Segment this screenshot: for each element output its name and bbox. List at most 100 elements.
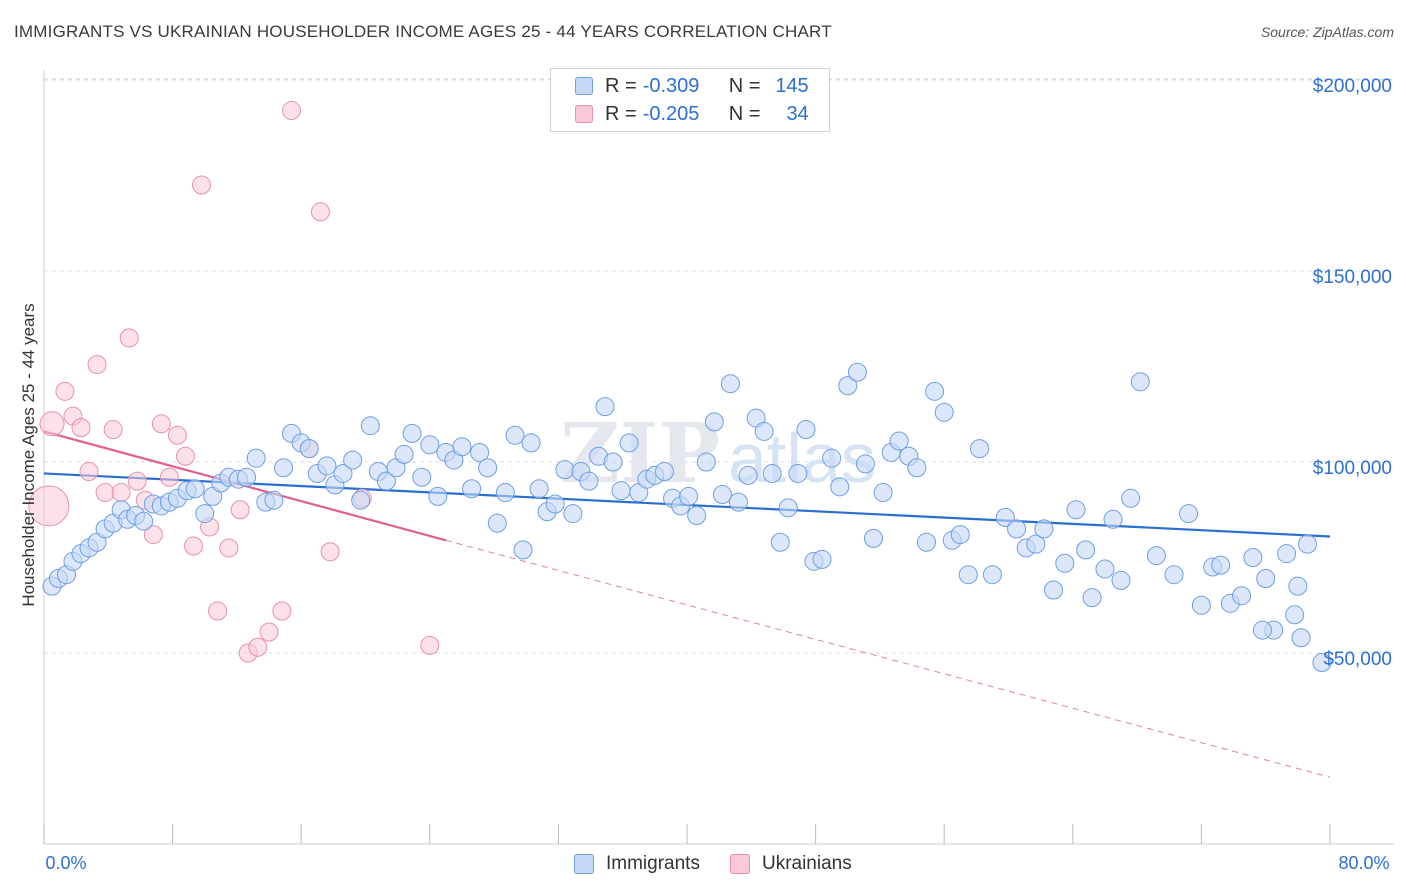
immigrants-point: [970, 439, 990, 459]
immigrants-point: [478, 458, 498, 478]
ukrainians-point: [192, 175, 212, 195]
immigrants-point: [704, 412, 724, 432]
immigrants-point: [1121, 488, 1141, 508]
immigrants-point: [687, 505, 707, 525]
immigrants-point: [505, 425, 525, 445]
x-tick-label: 0.0%: [45, 853, 86, 873]
source-label: Source: ZipAtlas.com: [1260, 24, 1394, 40]
immigrants-point: [838, 376, 858, 396]
immigrants-point: [863, 528, 883, 548]
ukrainians-point: [272, 601, 292, 621]
immigrants-point: [1191, 595, 1211, 615]
ukrainians-point: [71, 418, 91, 438]
ukrainians-point: [151, 414, 171, 434]
immigrants-point: [907, 458, 927, 478]
ukrainians-swatch: [575, 105, 593, 123]
immigrants-point: [579, 471, 599, 491]
immigrants-point: [1243, 548, 1263, 567]
immigrants-point: [1285, 605, 1305, 625]
immigrants-point: [1034, 519, 1054, 539]
immigrants-point: [452, 437, 472, 457]
ukrainians-point: [119, 328, 139, 348]
y-tick-label: $200,000: [1313, 76, 1392, 97]
grid-lines: [44, 78, 1394, 654]
immigrants-point: [1164, 565, 1184, 585]
y-tick-label: $50,000: [1323, 649, 1392, 670]
immigrants-point: [934, 402, 954, 422]
legend-label-ukrainians: Ukrainians: [761, 853, 852, 874]
immigrants-point: [788, 463, 808, 483]
ukrainians-point: [111, 483, 131, 503]
immigrants-point: [1277, 544, 1297, 564]
immigrants-point: [762, 463, 782, 483]
immigrants-point: [1111, 570, 1131, 590]
legend-item-ukrainians[interactable]: Ukrainians: [729, 853, 852, 875]
ukrainians-point: [183, 536, 203, 556]
immigrants-point: [1103, 509, 1123, 529]
immigrants-point: [1044, 580, 1064, 600]
x-tick-label: 80.0%: [1338, 853, 1389, 873]
immigrants-point: [237, 467, 257, 487]
immigrants-point: [264, 490, 284, 510]
ukrainians-point: [95, 483, 115, 503]
immigrants-point: [1288, 576, 1308, 596]
immigrants-point: [830, 477, 850, 497]
immigrants-point: [513, 540, 533, 560]
immigrants-point: [1297, 534, 1317, 554]
ukrainians-point: [143, 525, 163, 545]
immigrants-point: [950, 525, 970, 545]
ukrainians-point: [320, 542, 340, 562]
ukrainians-point: [208, 601, 228, 621]
axis-labels: $50,000 $100,000 $150,000 $200,000 0.0% 80.0%…: [19, 76, 1392, 873]
immigrants-point: [1082, 588, 1102, 608]
ukrainians-point: [167, 425, 187, 445]
ukrainians-point: [127, 471, 147, 491]
ukrainians-trend-extension: [445, 539, 1331, 778]
chart-title: IMMIGRANTS VS UKRAINIAN HOUSEHOLDER INCO…: [14, 22, 832, 41]
immigrants-point: [420, 435, 440, 455]
immigrants-point: [995, 507, 1015, 527]
immigrants-point: [462, 479, 482, 499]
ukrainians-points: [28, 101, 440, 663]
n-value: 34: [786, 102, 809, 125]
ukrainians-point: [39, 411, 65, 437]
immigrants-point: [274, 458, 294, 478]
immigrants-point: [376, 471, 396, 491]
immigrants-points: [42, 362, 1332, 673]
r-value: -0.205: [642, 102, 700, 125]
immigrants-point: [873, 483, 893, 503]
immigrants-point: [778, 498, 798, 518]
immigrants-point: [351, 490, 371, 510]
ukrainians-point: [159, 467, 179, 487]
immigrants-point: [1252, 620, 1272, 640]
immigrants-point: [728, 492, 748, 512]
ukrainians-point: [282, 101, 302, 121]
legend-item-immigrants[interactable]: Immigrants: [574, 853, 700, 875]
immigrants-point: [754, 421, 774, 441]
immigrants-point: [917, 532, 937, 552]
immigrants-point: [1007, 519, 1027, 539]
immigrants-point: [696, 452, 716, 472]
ukrainians-point: [87, 355, 107, 375]
immigrants-point: [712, 484, 732, 504]
immigrants-point: [1026, 534, 1046, 554]
immigrants-point: [1066, 500, 1086, 520]
immigrants-point: [1211, 555, 1231, 575]
immigrants-point: [611, 481, 631, 501]
ukrainians-point: [230, 500, 250, 520]
immigrants-point: [1179, 504, 1199, 524]
immigrants-point: [889, 431, 909, 451]
n-value: 145: [775, 74, 809, 97]
immigrants-point: [958, 565, 978, 585]
immigrants-point: [333, 463, 353, 483]
ukrainians-point: [420, 635, 440, 655]
legend-row-ukrainians: R = -0.205 N = 34: [575, 102, 809, 126]
immigrants-point: [738, 465, 758, 485]
ukrainians-point: [103, 420, 123, 440]
legend-label-immigrants: Immigrants: [606, 853, 700, 874]
immigrants-point: [812, 549, 832, 569]
immigrants-point: [412, 467, 432, 487]
ukrainians-point: [259, 622, 279, 642]
ukrainians-point: [219, 538, 239, 558]
